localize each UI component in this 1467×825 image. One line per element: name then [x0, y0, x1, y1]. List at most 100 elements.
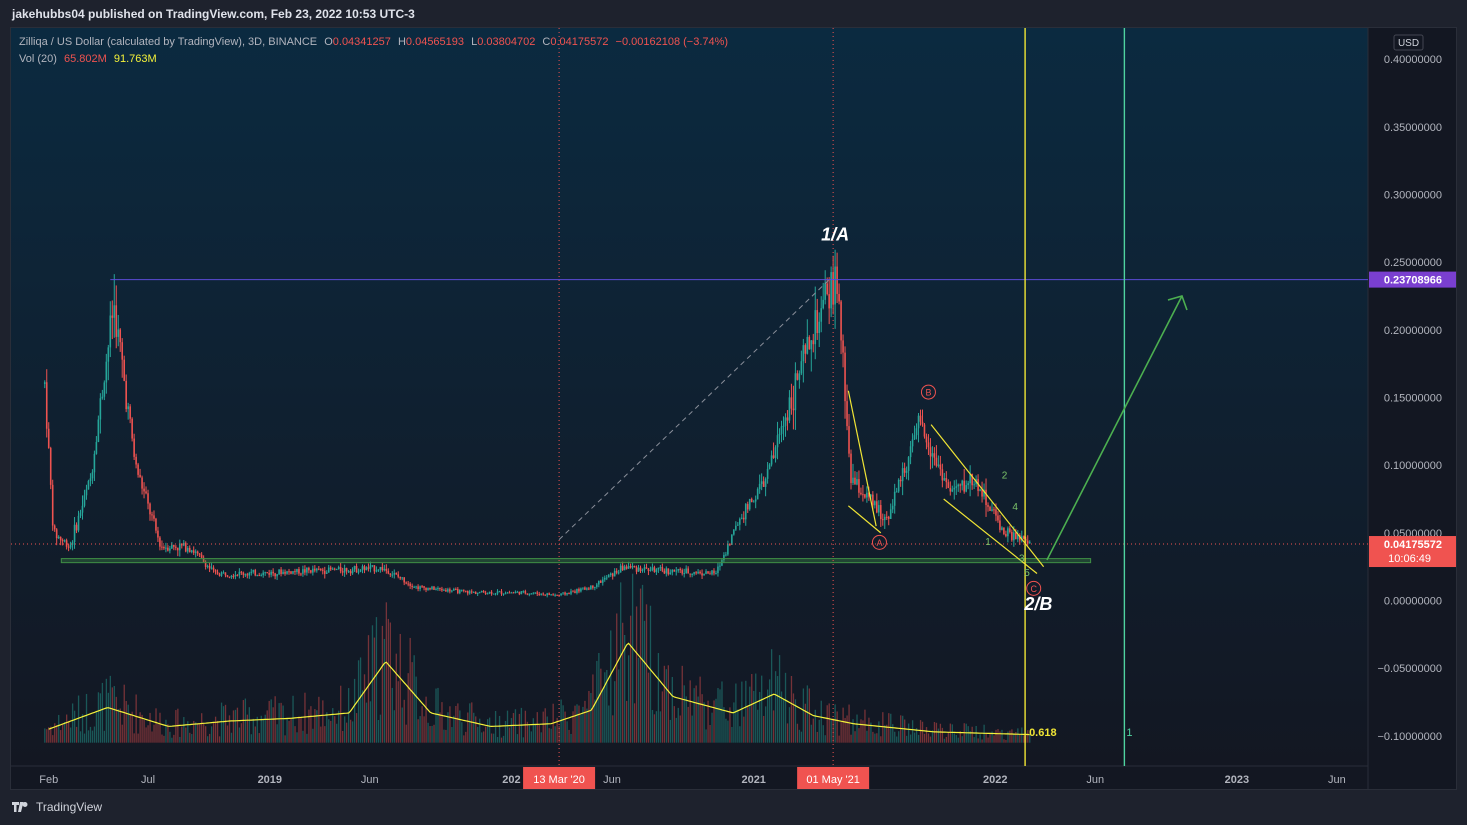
candle-body	[385, 568, 388, 571]
footer-brand[interactable]: TradingView	[36, 800, 103, 814]
volume-bar	[419, 716, 421, 743]
wave-label-2b: 2/B	[1023, 594, 1052, 614]
candle-body	[288, 571, 290, 573]
candle-body	[306, 567, 308, 573]
volume-bar	[753, 690, 755, 743]
volume-bar	[959, 731, 961, 743]
volume-bar	[850, 734, 852, 743]
candle-body	[234, 574, 237, 577]
candle-body	[107, 347, 110, 362]
volume-label[interactable]: Vol (20)	[19, 53, 57, 65]
volume-bar	[691, 715, 693, 743]
projection-arrowhead	[1167, 294, 1188, 311]
candle-body	[826, 283, 828, 295]
candle-body	[806, 337, 809, 354]
volume-bar	[326, 712, 328, 743]
candle-body	[284, 571, 286, 574]
candle-body	[546, 593, 548, 596]
candle-body	[496, 591, 499, 594]
candle-body	[639, 567, 642, 571]
candle-body	[476, 592, 479, 594]
candle-body	[351, 569, 354, 574]
volume-bar	[79, 731, 82, 743]
candle-body	[987, 505, 989, 507]
volume-bar	[953, 733, 955, 743]
candle-body	[596, 584, 598, 587]
volume-bar	[550, 728, 552, 743]
volume-bar	[377, 720, 380, 743]
volume-bar	[363, 674, 366, 743]
candle-body	[609, 573, 612, 576]
volume-bar	[977, 738, 979, 743]
candle-body	[723, 554, 725, 561]
candle-body	[198, 553, 201, 555]
candle-body	[923, 424, 926, 437]
candle-body	[790, 397, 793, 409]
candle-body	[961, 480, 964, 486]
volume-bar	[334, 716, 336, 743]
candle-body	[256, 575, 259, 577]
candle-body	[530, 593, 533, 595]
candle-body	[687, 568, 689, 574]
candle-body	[472, 591, 475, 593]
candle-body	[897, 479, 900, 492]
volume-bar	[328, 719, 330, 743]
candle-body	[915, 428, 918, 436]
candle-body	[740, 517, 743, 519]
candle-body	[955, 486, 958, 488]
candle-body	[212, 567, 215, 570]
volume-bar	[107, 692, 110, 743]
volume-bar	[169, 731, 171, 743]
candle-body	[337, 567, 340, 570]
candle-body	[280, 569, 282, 575]
resistance-price-tag	[1369, 271, 1456, 288]
candle-body	[756, 489, 759, 500]
volume-bar	[401, 707, 403, 743]
candle-body	[411, 585, 413, 587]
volume-legend: Vol (20) 65.802M 91.763M	[19, 53, 161, 65]
candle-body	[584, 587, 586, 590]
candle-body	[57, 536, 60, 539]
chart-pane[interactable]: 1/A 2/B A B C 1 2 3 4 5 0.618 1 0.40000000 0.35000000…	[10, 27, 1457, 790]
volume-bar	[641, 584, 644, 743]
volume-bar	[516, 734, 519, 743]
price-chart[interactable]: 1/A 2/B A B C 1 2 3 4 5 0.618 1 0.40000000 0.35000000…	[11, 28, 1457, 790]
volume-bar	[1015, 732, 1017, 743]
close-key: C	[542, 36, 551, 48]
candle-body	[206, 565, 209, 567]
time-tick-label: Jun	[603, 774, 621, 786]
volume-bar	[588, 690, 590, 743]
volume-bar	[725, 718, 727, 743]
candle-body	[194, 551, 197, 553]
candle-body	[941, 469, 944, 481]
candle-body	[764, 478, 767, 487]
volume-bar	[941, 727, 944, 743]
candle-body	[731, 534, 733, 545]
volume-bar	[264, 714, 266, 743]
candle-body	[665, 568, 668, 574]
candle-body	[224, 572, 227, 576]
volume-bar	[475, 716, 477, 743]
wedge-trendline	[847, 505, 882, 534]
volume-bar	[629, 615, 632, 743]
candle-body	[683, 573, 685, 575]
candle-body	[887, 516, 890, 519]
candle-body	[808, 337, 811, 350]
candle-body	[186, 547, 189, 552]
volume-bar	[367, 635, 370, 743]
candle-body	[558, 595, 560, 597]
volume-bar	[437, 687, 439, 743]
candle-body	[349, 571, 352, 574]
volume-bar	[695, 685, 697, 743]
candle-body	[409, 583, 411, 586]
volume-bar	[703, 702, 705, 743]
symbol-title[interactable]: Zilliqa / US Dollar (calculated by Tradi…	[19, 36, 318, 48]
candle-body	[184, 542, 187, 552]
volume-bar	[268, 700, 270, 743]
candle-body	[500, 591, 503, 594]
candle-body	[711, 570, 713, 575]
candle-body	[125, 380, 127, 410]
volume-bar	[544, 708, 546, 743]
time-tick-label: Jun	[1086, 774, 1104, 786]
volume-bar	[481, 732, 483, 743]
